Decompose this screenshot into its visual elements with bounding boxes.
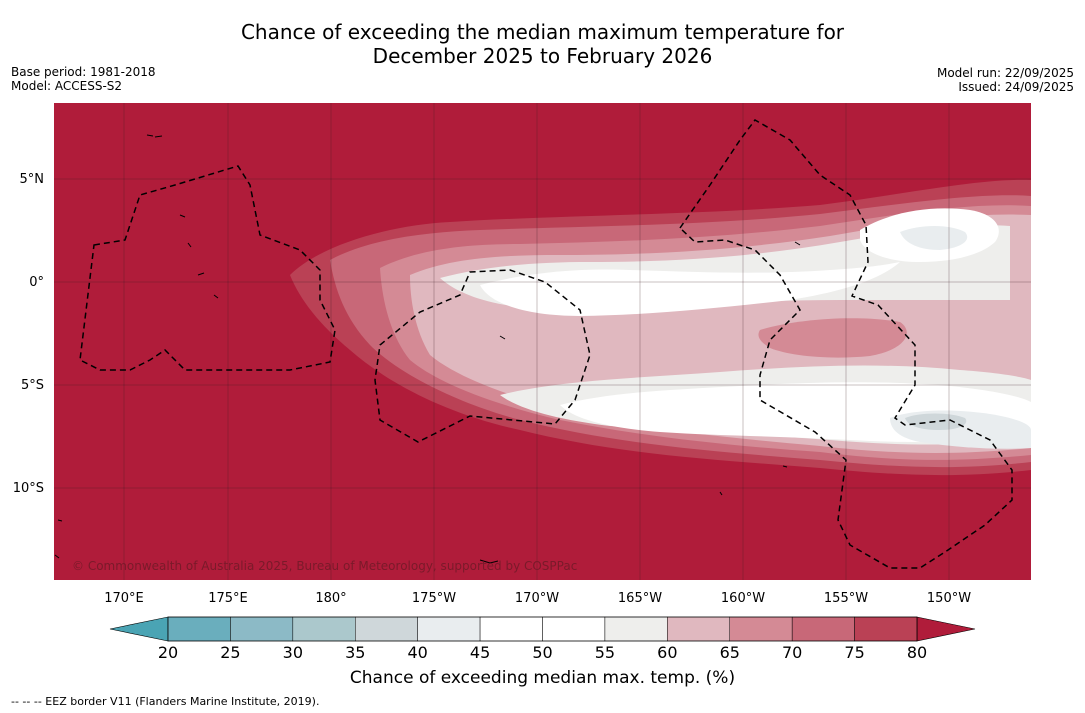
model-name: Model: ACCESS-S2 [11, 79, 123, 93]
lat-label-5s: 5°S [21, 378, 44, 393]
coastlines [54, 134, 801, 564]
colorbar-tick-45: 45 [470, 643, 490, 662]
lon-label-170e: 170°E [104, 591, 144, 606]
colorbar-segment-50-55 [542, 616, 606, 642]
eez-border-tokelau [374, 269, 591, 443]
island-1 [146, 134, 163, 138]
lon-label-150w: 150°W [927, 591, 971, 606]
colorbar-segment-60-65 [667, 616, 730, 642]
eez-border-tuvalu-kiribati-west [79, 165, 336, 371]
colorbar-segment-55-60 [604, 616, 668, 642]
colorbar-segment-65-70 [729, 616, 793, 642]
issued-date: Issued: 24/09/2025 [958, 80, 1074, 94]
lon-label-170w: 170°W [515, 591, 559, 606]
map-title: Chance of exceeding the median maximum t… [0, 20, 1085, 68]
anomaly-blob-65-mid [758, 318, 907, 358]
island-9 [54, 554, 60, 559]
eez-footnote: -- -- -- EEZ border V11 (Flanders Marine… [11, 695, 320, 708]
lon-label-155w: 155°W [824, 591, 868, 606]
colorbar-tick-55: 55 [595, 643, 615, 662]
meta-left: Base period: 1981-2018 Model: ACCESS-S2 [11, 65, 156, 93]
lat-label-5n: 5°N [20, 172, 45, 187]
anomaly-patch-35 [905, 413, 967, 430]
meta-right: Model run: 22/09/2025 Issued: 24/09/2025 [937, 66, 1074, 94]
colorbar-segment-75-80 [854, 616, 918, 642]
colorbar-segment-20-25 [167, 616, 231, 642]
island-3 [187, 242, 192, 248]
title-line-2: December 2025 to February 2026 [372, 44, 713, 68]
eez-borders [79, 119, 1013, 569]
eez-border-line-islands [679, 119, 1013, 569]
title-line-1: Chance of exceeding the median maximum t… [240, 20, 845, 44]
colorbar-tick-20: 20 [158, 643, 178, 662]
island-2 [179, 214, 186, 218]
island-11 [782, 465, 788, 468]
colorbar-ticks: 20 25 30 35 40 45 50 55 60 65 70 75 80 [158, 643, 927, 662]
lon-labels: 170°E 175°E 180° 175°W 170°W 165°W 160°W… [104, 591, 971, 606]
graticule [54, 103, 1031, 580]
lat-label-0: 0° [29, 275, 44, 290]
colorbar-tick-80: 80 [907, 643, 927, 662]
colorbar-segment-45-50 [479, 616, 543, 642]
colorbar-segment-25-30 [230, 616, 294, 642]
colorbar-over-arrow [916, 616, 976, 642]
colorbar-frame [167, 616, 918, 642]
lon-label-165w: 165°W [618, 591, 662, 606]
anomaly-patch-40 [900, 226, 968, 250]
island-12 [499, 335, 506, 340]
lon-label-160w: 160°W [721, 591, 765, 606]
anomaly-core-north [480, 262, 900, 316]
lon-label-175e: 175°E [208, 591, 248, 606]
island-7 [479, 559, 499, 564]
colorbar-segments [167, 616, 918, 642]
island-4 [197, 272, 205, 276]
colorbar-tick-65: 65 [720, 643, 740, 662]
lon-label-180: 180° [315, 591, 346, 606]
colorbar-under-arrow [109, 616, 169, 642]
map-panel: © Commonwealth of Australia 2025, Bureau… [54, 103, 1031, 580]
colorbar-tick-60: 60 [657, 643, 677, 662]
island-6 [794, 241, 801, 246]
copyright-text: © Commonwealth of Australia 2025, Bureau… [72, 559, 577, 573]
colorbar-segment-40-45 [417, 616, 481, 642]
island-10 [719, 491, 723, 496]
lon-label-175w: 175°W [412, 591, 456, 606]
island-8 [57, 519, 63, 522]
colorbar-title: Chance of exceeding median max. temp. (%… [349, 668, 736, 688]
colorbar-tick-75: 75 [844, 643, 864, 662]
colorbar-tick-40: 40 [407, 643, 427, 662]
colorbar: 20 25 30 35 40 45 50 55 60 65 70 75 80 [109, 616, 976, 662]
colorbar-tick-70: 70 [782, 643, 802, 662]
colorbar-segment-35-40 [355, 616, 418, 642]
colorbar-tick-50: 50 [532, 643, 552, 662]
model-run: Model run: 22/09/2025 [936, 66, 1074, 80]
island-5 [213, 294, 219, 299]
colorbar-segment-70-75 [791, 616, 855, 642]
anomaly-blob-60-mid [600, 312, 762, 342]
base-period: Base period: 1981-2018 [11, 65, 156, 79]
lat-label-10s: 10°S [13, 481, 44, 496]
colorbar-tick-25: 25 [220, 643, 240, 662]
colorbar-tick-35: 35 [345, 643, 365, 662]
colorbar-segment-30-35 [292, 616, 356, 642]
lat-labels: 5°N 0° 5°S 10°S [13, 172, 44, 496]
colorbar-tick-30: 30 [283, 643, 303, 662]
